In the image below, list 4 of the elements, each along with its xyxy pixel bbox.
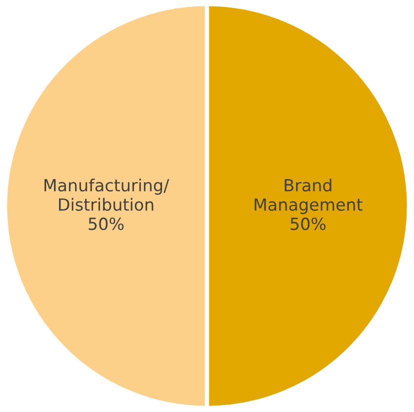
slice-label: Brand Management	[254, 178, 362, 214]
slice-label: Manufacturing/Distribution	[44, 178, 170, 211]
data-label: 50%	[88, 218, 124, 230]
data-label: 50%	[290, 218, 326, 230]
